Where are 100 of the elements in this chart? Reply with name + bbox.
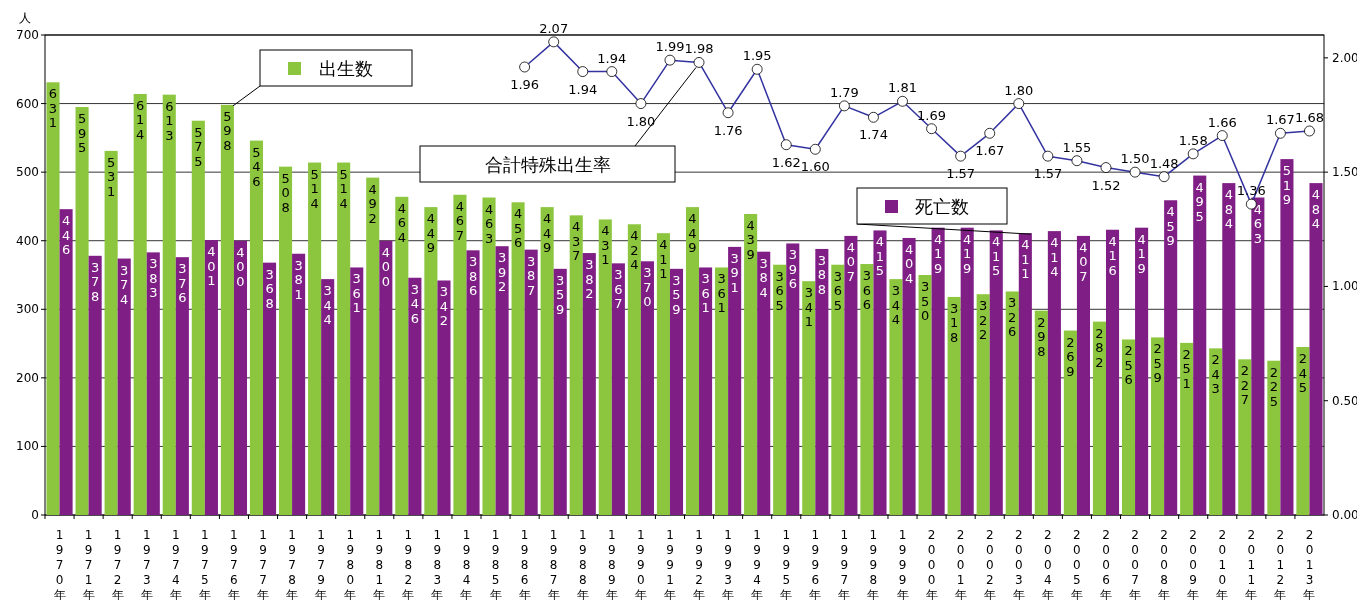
data-label: 3 6 8 xyxy=(265,266,274,311)
bar xyxy=(831,264,845,515)
bar xyxy=(1180,342,1194,515)
data-label: 1.57 xyxy=(946,166,976,182)
data-label: 4 6 3 xyxy=(1253,201,1263,246)
bar xyxy=(1105,229,1120,515)
x-tick-label: 2000年 xyxy=(925,528,938,602)
data-label: 1.55 xyxy=(1062,139,1092,155)
x-tick-label: 1977年 xyxy=(257,528,270,602)
data-label: 4 3 1 xyxy=(601,223,610,268)
data-label: 4 1 1 xyxy=(1021,237,1030,282)
y-tick-label: 200 xyxy=(16,370,39,385)
data-label: 3 8 6 xyxy=(468,254,478,299)
y-tick-label: 700 xyxy=(16,28,39,42)
x-tick-label: 1989年 xyxy=(605,528,618,602)
y-tick-label: 100 xyxy=(16,439,39,454)
bar xyxy=(744,213,758,515)
data-label: 4 9 5 xyxy=(1195,179,1204,224)
bar xyxy=(1005,291,1019,515)
bar xyxy=(337,162,351,515)
data-label: 1.94 xyxy=(568,81,598,97)
x-tick-label: 1980年 xyxy=(344,528,357,602)
data-label: 3 8 4 xyxy=(759,255,768,300)
y-tick-label: 600 xyxy=(16,96,39,111)
data-label: 4 1 9 xyxy=(1137,231,1146,276)
data-label: 4 1 4 xyxy=(1050,235,1059,280)
y-tick-label: 500 xyxy=(16,165,39,180)
data-label: 1.68 xyxy=(1294,110,1324,125)
data-label: 2 8 2 xyxy=(1095,325,1104,370)
data-label: 3 8 8 xyxy=(817,252,826,297)
data-label: 2 4 3 xyxy=(1211,352,1220,397)
data-label: 3 8 3 xyxy=(149,256,158,301)
x-tick-label: 1986年 xyxy=(518,528,531,602)
data-label: 4 4 9 xyxy=(688,211,697,256)
data-label: 1.80 xyxy=(626,113,656,129)
data-label: 5 9 8 xyxy=(223,108,232,153)
y2-tick-label: 1.50 xyxy=(1332,165,1359,180)
data-label: 5 4 6 xyxy=(252,144,261,189)
x-tick-label: 1983年 xyxy=(431,528,444,602)
data-label: 4 0 7 xyxy=(1079,239,1088,284)
data-label: 3 9 1 xyxy=(730,250,739,295)
bar xyxy=(46,82,60,515)
data-label: 4 1 5 xyxy=(992,234,1001,279)
data-label: 1.67 xyxy=(975,143,1005,159)
y2-tick-label: 1.00 xyxy=(1332,279,1359,294)
data-label: 1.57 xyxy=(1033,166,1063,182)
bar xyxy=(960,227,974,515)
bar xyxy=(1076,235,1090,515)
data-label: 3 8 1 xyxy=(294,257,303,302)
data-label: 1.48 xyxy=(1149,155,1179,171)
data-label: 4 5 9 xyxy=(1166,204,1175,249)
data-label: 2 5 1 xyxy=(1182,346,1191,391)
bar xyxy=(292,253,306,515)
y-tick-label: 0 xyxy=(31,508,39,522)
data-label: 3 4 2 xyxy=(439,284,449,329)
bar xyxy=(204,240,218,515)
bar xyxy=(728,246,742,515)
data-label: 3 4 4 xyxy=(323,283,332,328)
data-label: 4 1 6 xyxy=(1108,233,1117,278)
x-tick-label: 1973年 xyxy=(140,528,153,602)
data-label: 3 6 6 xyxy=(862,268,872,313)
data-label: 3 8 2 xyxy=(585,257,594,302)
data-label: 6 1 4 xyxy=(136,97,145,142)
data-label: 3 4 4 xyxy=(891,283,901,328)
x-tick-label: 2012年 xyxy=(1274,528,1287,602)
bar xyxy=(1151,337,1165,515)
bar xyxy=(146,252,160,515)
x-tick-label: 2005年 xyxy=(1070,528,1083,602)
x-tick-label: 1998年 xyxy=(867,528,880,602)
data-label: 3 6 1 xyxy=(352,271,361,316)
data-label: 4 0 7 xyxy=(846,239,856,284)
data-label: 2 2 5 xyxy=(1269,364,1278,409)
data-label: 4 4 9 xyxy=(426,211,436,256)
bar xyxy=(1121,339,1136,515)
data-label: 1.95 xyxy=(742,48,772,64)
x-tick-label: 1993年 xyxy=(722,528,735,602)
x-tick-label: 2007年 xyxy=(1129,528,1142,602)
data-label: 3 5 9 xyxy=(672,272,681,317)
data-label: 3 5 9 xyxy=(556,272,565,317)
x-tick-label: 2008年 xyxy=(1158,528,1171,602)
data-label: 5 7 5 xyxy=(194,124,203,169)
data-label: 2 2 7 xyxy=(1240,363,1249,408)
data-label: 5 0 8 xyxy=(281,170,290,215)
data-label: 1.67 xyxy=(1265,112,1295,128)
bar xyxy=(424,207,438,515)
data-label: 4 0 0 xyxy=(381,244,390,289)
bar xyxy=(611,263,625,515)
bar xyxy=(582,253,596,515)
data-label: 1.96 xyxy=(510,77,540,92)
bar xyxy=(1047,231,1061,515)
data-label: 4 6 3 xyxy=(484,201,494,246)
data-label: 4 6 4 xyxy=(397,200,406,245)
bar xyxy=(350,267,364,515)
bar xyxy=(1280,159,1294,515)
data-label: 2 5 9 xyxy=(1153,341,1162,386)
bar xyxy=(715,267,729,515)
y-axis-title: 人 xyxy=(19,11,31,25)
y2-tick-label: 2.00 xyxy=(1332,50,1359,65)
data-label: 4 0 4 xyxy=(904,241,914,286)
bar xyxy=(699,267,713,515)
